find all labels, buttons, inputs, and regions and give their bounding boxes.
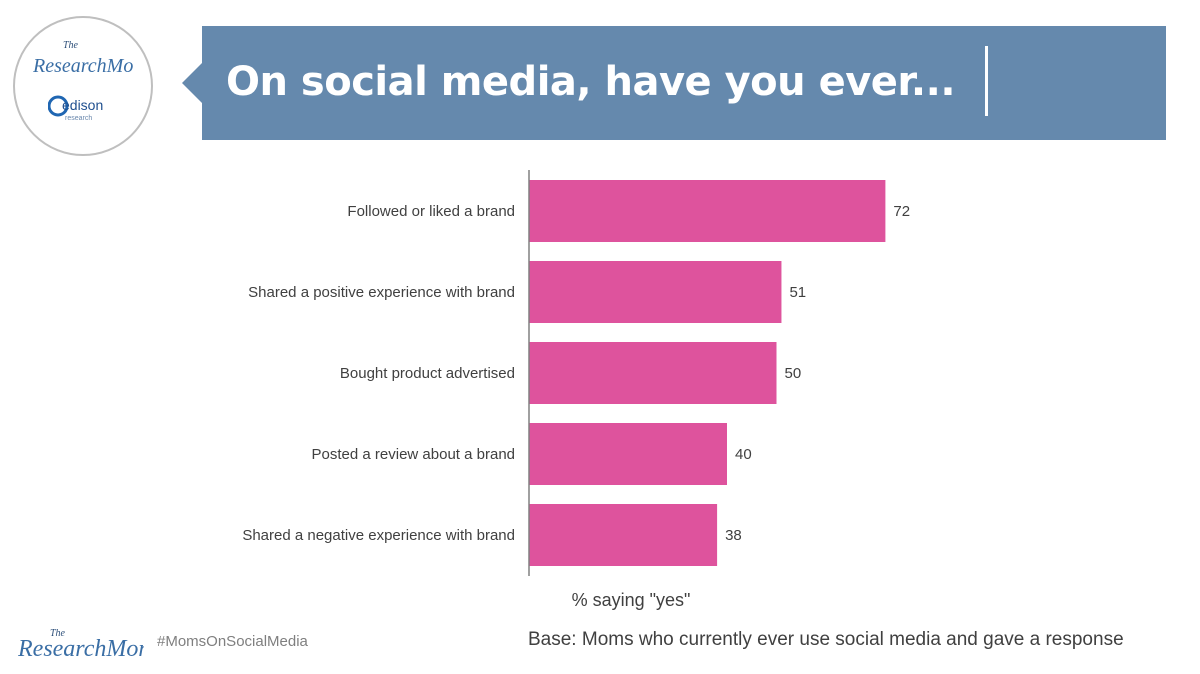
research-moms-logo: The ResearchMoms [33,40,133,77]
hashtag: #MomsOnSocialMedia [157,633,308,650]
bar [529,261,782,323]
category-label: Bought product advertised [340,365,515,382]
title-banner [202,26,1166,140]
base-note: Base: Moms who currently ever use social… [528,629,1124,650]
svg-text:edison: edison [62,97,103,113]
bar [529,423,727,485]
title-banner-notch [182,62,203,104]
data-label: 40 [735,446,752,463]
svg-text:ResearchMoms: ResearchMoms [33,55,133,77]
x-axis-label: % saying "yes" [571,590,691,610]
data-label: 50 [785,365,802,382]
svg-text:ResearchMoms: ResearchMoms [18,636,144,662]
bars-layer: Followed or liked a brand 72 Shared a posi… [242,180,910,566]
title-divider-line [985,46,988,116]
svg-text:The: The [50,628,66,639]
svg-text:research: research [65,115,92,122]
svg-text:The: The [63,40,79,51]
logo-circle [13,16,153,156]
data-label: 38 [725,527,742,544]
edison-research-logo: edison research [48,95,103,122]
data-label: 72 [893,203,910,220]
bar [529,342,777,404]
category-label: Shared a negative experience with brand [242,527,515,544]
chart-title: On social media, have you ever... [226,59,956,105]
bar [529,180,886,242]
category-label: Shared a positive experience with brand [248,284,515,301]
bar [529,504,718,566]
category-label: Followed or liked a brand [347,203,515,220]
category-label: Posted a review about a brand [312,446,515,463]
footer-research-moms-logo: The ResearchMoms [18,628,144,662]
data-label: 51 [789,284,806,301]
